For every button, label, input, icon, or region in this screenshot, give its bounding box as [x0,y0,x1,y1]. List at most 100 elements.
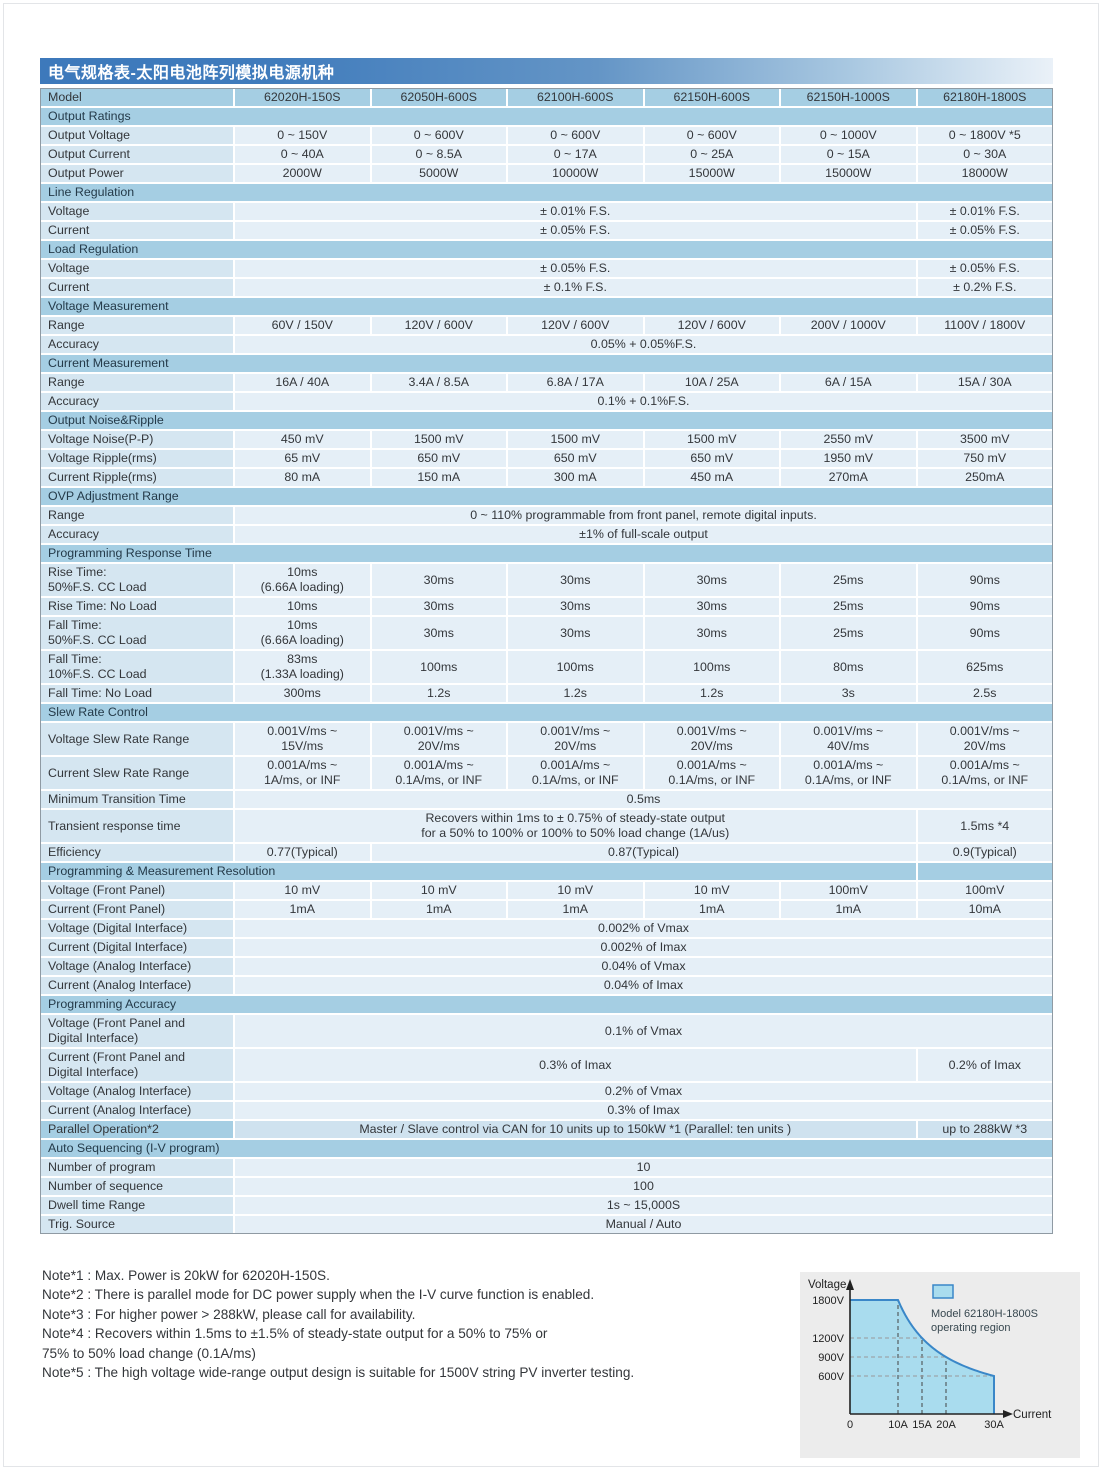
value-cell: 0.3% of Imax [235,1102,1052,1119]
table-row: Voltage Noise(P-P) 450 mV 1500 mV 1500 mV 15… [41,431,1052,448]
value-cell: 83ms (1.33A loading) [235,651,370,683]
row-label: Voltage Noise(P-P) [41,431,233,448]
value-cell: 10 [235,1159,1052,1176]
value-cell: 30ms [508,598,643,615]
row-label: Output Current [41,146,233,163]
row-label: Range [41,374,233,391]
value-cell: 1.2s [371,685,506,702]
row-label: Number of program [41,1159,233,1176]
value-cell: 1500 mV [644,431,779,448]
table-row: Accuracy 0.05% + 0.05%F.S. [41,336,1052,353]
table-row: Parallel Operation*2 Master / Slave contr… [41,1121,1052,1138]
row-label: Accuracy [41,336,233,353]
section-header: Programming Response Time [41,545,1052,562]
table-row: Programming Response Time [41,545,1052,562]
table-row: Current (Analog Interface) 0.3% of Imax [41,1102,1052,1119]
value-cell: 625ms [917,651,1052,683]
section-header: Voltage Measurement [41,298,1052,315]
value-cell: 3.4A / 8.5A [371,374,506,391]
chart-y-tick-label: 1800V [812,1295,844,1307]
row-label: Voltage [41,260,233,277]
value-cell: 1100V / 1800V [917,317,1052,334]
value-cell: 1mA [235,901,370,918]
value-cell: 650 mV [371,450,506,467]
table-row: OVP Adjustment Range [41,488,1052,505]
note-line: Note*2 : There is parallel mode for DC p… [42,1287,595,1303]
table-row: Fall Time: No Load 300ms 1.2s 1.2s 1.2s 3s 2.5… [41,685,1052,702]
value-cell: 0 ~ 15A [781,146,916,163]
value-cell: 1.2s [508,685,643,702]
value-cell: 450 mA [644,469,779,486]
chart-x-axis-label: Current [1013,1409,1052,1421]
chart-y-tick-label: 900V [818,1352,844,1364]
value-cell: 650 mV [508,450,643,467]
row-label: Current (Digital Interface) [41,939,233,956]
table-row: Line Regulation [41,184,1052,201]
row-label: Current [41,279,233,296]
value-cell: 10A / 25A [644,374,779,391]
chart-y-axis-label: Voltage [808,1279,846,1291]
row-label: Current (Analog Interface) [41,1102,233,1119]
row-label: Transient response time [41,810,233,842]
value-cell: 15000W [644,165,779,182]
value-cell: 1mA [508,901,643,918]
row-label: Voltage Ripple(rms) [41,450,233,467]
section-header: Programming & Measurement Resolution [41,863,916,880]
value-cell: 30ms [644,564,779,596]
table-row: Current ± 0.1% F.S. ± 0.2% F.S. [41,279,1052,296]
model-cell: 62180H-1800S [917,89,1052,106]
value-cell: 25ms [781,598,916,615]
section-header: Current Measurement [41,355,1052,372]
value-cell: 0 ~ 17A [508,146,643,163]
value-cell: 30ms [371,617,506,649]
value-cell: 200V / 1000V [781,317,916,334]
section-header: Load Regulation [41,241,1052,258]
table-row: Current (Digital Interface) 0.002% of Ima… [41,939,1052,956]
section-header: Auto Sequencing (I-V program) [41,1140,1052,1157]
chart-x-tick-label: 10A [888,1419,908,1431]
row-label: Voltage (Analog Interface) [41,1083,233,1100]
value-cell: 10 mV [371,882,506,899]
value-cell: 10 mV [508,882,643,899]
row-label: Output Voltage [41,127,233,144]
chart-y-axis-arrow [846,1279,854,1290]
row-label: Accuracy [41,393,233,410]
row-label: Fall Time: 50%F.S. CC Load [41,617,233,649]
row-label: Parallel Operation*2 [41,1121,233,1138]
section-header: Line Regulation [41,184,1052,201]
model-cell: 62050H-600S [371,89,506,106]
table-row: Output Noise&Ripple [41,412,1052,429]
table-row: Fall Time: 50%F.S. CC Load 10ms (6.66A load… [41,617,1052,649]
section-header: OVP Adjustment Range [41,488,1052,505]
value-cell: 0 ~ 600V [644,127,779,144]
value-cell: ± 0.05% F.S. [917,260,1052,277]
row-label: Minimum Transition Time [41,791,233,808]
value-cell: 250mA [917,469,1052,486]
value-cell: 1.5ms *4 [917,810,1052,842]
value-cell: 0 ~ 1000V [781,127,916,144]
value-cell: ± 0.2% F.S. [917,279,1052,296]
chart-x-tick-label: 0 [847,1419,853,1431]
value-cell: 2550 mV [781,431,916,448]
value-cell: 300 mA [508,469,643,486]
chart-legend-swatch [932,1284,954,1299]
row-label: Efficiency [41,844,233,861]
value-cell: 270mA [781,469,916,486]
value-cell: 10 mV [235,882,370,899]
operating-region-svg: 1800V 1200V 900V 600V 0 10A 15A 20A 30A Voltage Cu… [808,1279,1052,1431]
row-label: Accuracy [41,526,233,543]
value-cell: 65 mV [235,450,370,467]
spec-table: Model 62020H-150S 62050H-600S 62100H-600S 62… [40,88,1053,1234]
value-cell: 300ms [235,685,370,702]
value-cell: 1500 mV [508,431,643,448]
table-row: Voltage Ripple(rms) 65 mV 650 mV 650 mV 650 … [41,450,1052,467]
value-cell: 0 ~ 600V [371,127,506,144]
value-cell: 0.04% of Vmax [235,958,1052,975]
value-cell: 25ms [781,564,916,596]
table-row: Range 60V / 150V 120V / 600V 120V / 600V 120… [41,317,1052,334]
table-row: Range 0 ~ 110% programmable from front pa… [41,507,1052,524]
value-cell: ± 0.1% F.S. [235,279,916,296]
value-cell: 100ms [508,651,643,683]
value-cell: 0.05% + 0.05%F.S. [235,336,1052,353]
